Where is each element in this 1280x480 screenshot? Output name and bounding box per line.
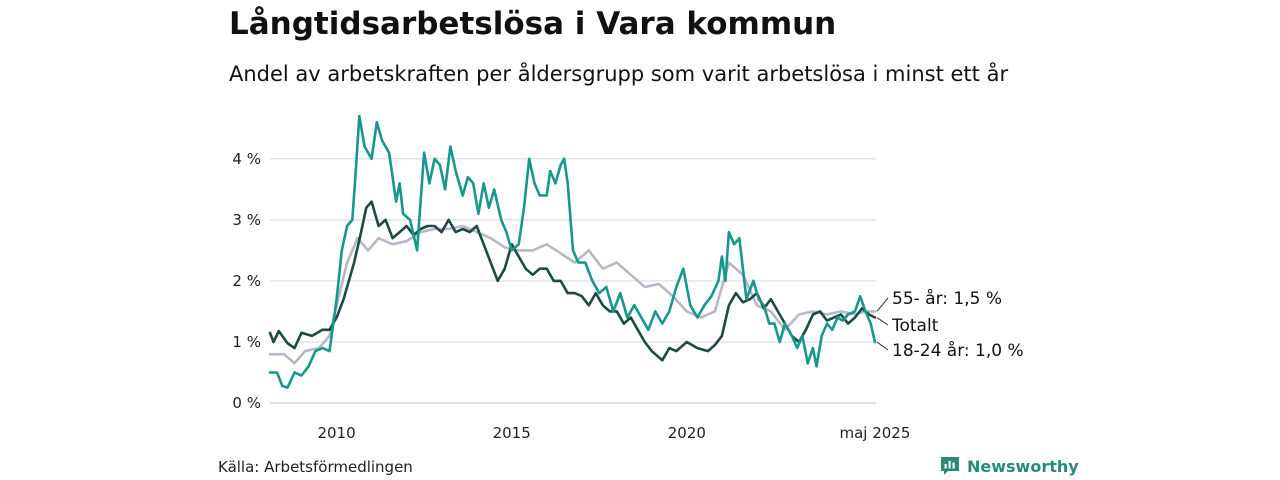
x-tick-label: 2015 <box>493 424 531 442</box>
bar-chart-speech-bubble-icon <box>941 457 959 475</box>
source-note: Källa: Arbetsförmedlingen <box>218 458 413 476</box>
end-label-3: 18-24 år: 1,0 % <box>892 340 1024 361</box>
x-tick-label: 2020 <box>668 424 706 442</box>
series-line-2 <box>268 200 877 362</box>
x-axis-ticks: 2010 2015 2020 maj 2025 <box>317 424 910 442</box>
x-tick-label: 2010 <box>317 424 355 442</box>
end-labels: 55- år: 1,5 % Totalt 18-24 år: 1,0 % <box>876 288 1024 361</box>
brand-logo: Newsworthy <box>939 455 1079 477</box>
brand-name: Newsworthy <box>967 456 1079 476</box>
end-label-connector <box>876 341 889 351</box>
end-label-connector <box>876 297 889 312</box>
end-label-2: Totalt <box>891 316 939 336</box>
end-label-connector <box>876 317 889 326</box>
y-tick-label: 0 % <box>232 394 261 412</box>
chart-title: Långtidsarbetslösa i Vara kommun <box>229 6 837 42</box>
series-lines <box>268 114 877 389</box>
y-tick-label: 2 % <box>232 272 261 290</box>
y-tick-label: 4 % <box>232 150 261 168</box>
gridlines <box>270 158 876 404</box>
series-line-3 <box>268 114 877 389</box>
end-label-1: 55- år: 1,5 % <box>892 288 1002 309</box>
y-tick-label: 1 % <box>232 333 261 351</box>
chart-subtitle: Andel av arbetskraften per åldersgrupp s… <box>229 62 1009 86</box>
series-line-1 <box>268 224 877 365</box>
y-axis-ticks: 0 % 1 % 2 % 3 % 4 % <box>232 150 261 412</box>
y-tick-label: 3 % <box>232 211 261 229</box>
x-tick-label: maj 2025 <box>839 424 910 442</box>
